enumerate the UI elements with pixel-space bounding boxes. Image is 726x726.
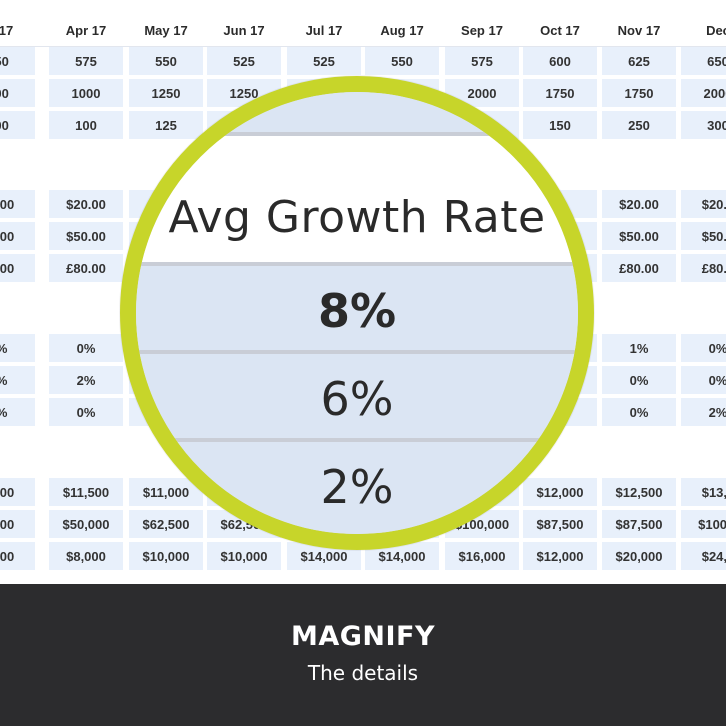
table-cell[interactable]: 3,000 — [0, 542, 35, 572]
magnified-separator — [136, 438, 578, 442]
table-cell[interactable]: $10,000 — [207, 542, 281, 572]
magnified-value-2: 6% — [320, 372, 394, 426]
table-cell[interactable]: 1% — [602, 334, 676, 364]
table-cell[interactable]: 0% — [602, 366, 676, 396]
table-cell[interactable]: 0% — [681, 366, 726, 396]
column-header[interactable]: ar 17 — [0, 15, 36, 45]
table-cell[interactable]: 30.00 — [0, 254, 35, 284]
magnified-header-cell — [136, 136, 578, 262]
column-header[interactable]: May 17 — [128, 15, 204, 45]
table-cell[interactable]: $50,000 — [49, 510, 123, 540]
table-cell[interactable]: 525 — [207, 47, 281, 77]
table-cell[interactable]: 0% — [0, 334, 35, 364]
magnified-view: Avg Growth Rate 8% 6% 2% — [136, 92, 578, 534]
table-cell[interactable]: 550 — [0, 47, 35, 77]
table-cell[interactable]: $24,0 — [681, 542, 726, 572]
caption-title: MAGNIFY — [290, 621, 436, 652]
magnified-separator — [136, 350, 578, 354]
magnified-separator — [136, 262, 578, 266]
table-cell[interactable]: 0% — [49, 398, 123, 428]
table-cell[interactable]: $8,000 — [49, 542, 123, 572]
column-header[interactable]: Apr 17 — [48, 15, 124, 45]
table-cell[interactable]: 000 — [0, 79, 35, 109]
table-cell[interactable]: 550 — [365, 47, 439, 77]
table-cell[interactable]: £80.0 — [681, 254, 726, 284]
table-cell[interactable]: $20.00 — [602, 190, 676, 220]
table-cell[interactable]: 300 — [681, 111, 726, 141]
table-cell[interactable]: $87,500 — [602, 510, 676, 540]
table-cell[interactable]: 2% — [0, 398, 35, 428]
column-header[interactable]: Nov 17 — [601, 15, 677, 45]
column-header[interactable]: Jul 17 — [286, 15, 362, 45]
table-cell[interactable]: 20.00 — [0, 190, 35, 220]
magnified-header-label: Avg Growth Rate — [168, 192, 546, 243]
table-cell[interactable]: 650 — [681, 47, 726, 77]
table-cell[interactable]: 0% — [602, 398, 676, 428]
table-cell[interactable]: 100 — [49, 111, 123, 141]
table-cell[interactable]: $20,000 — [602, 542, 676, 572]
table-cell[interactable]: $20.0 — [681, 190, 726, 220]
table-cell[interactable]: 1000 — [49, 79, 123, 109]
header-divider — [0, 46, 726, 47]
table-cell[interactable]: 525 — [287, 47, 361, 77]
caption-banner: MAGNIFY The details — [0, 584, 726, 726]
table-cell[interactable]: 1,000 — [0, 478, 35, 508]
table-cell[interactable]: 250 — [602, 111, 676, 141]
table-cell[interactable]: $13,0 — [681, 478, 726, 508]
column-header[interactable]: Sep 17 — [444, 15, 520, 45]
table-cell[interactable]: 625 — [602, 47, 676, 77]
magnified-row-1 — [136, 266, 578, 350]
table-cell[interactable]: 2% — [49, 366, 123, 396]
table-cell[interactable]: 2% — [681, 398, 726, 428]
table-cell[interactable]: $50.0 — [681, 222, 726, 252]
table-cell[interactable]: $12,000 — [523, 542, 597, 572]
table-cell[interactable]: $50.00 — [49, 222, 123, 252]
caption-subtitle: The details — [307, 661, 419, 685]
table-cell[interactable]: $11,500 — [49, 478, 123, 508]
table-cell[interactable]: 0% — [681, 334, 726, 364]
table-cell[interactable]: 0,000 — [0, 510, 35, 540]
magnified-separator — [136, 132, 578, 136]
column-header[interactable]: Jun 17 — [206, 15, 282, 45]
table-cell[interactable]: $16,000 — [445, 542, 519, 572]
table-cell[interactable]: £80.00 — [49, 254, 123, 284]
magnified-row-3 — [136, 442, 578, 534]
table-cell[interactable]: 550 — [129, 47, 203, 77]
magnifier-lens: Avg Growth Rate 8% 6% 2% — [120, 76, 594, 550]
table-cell[interactable]: $100,0 — [681, 510, 726, 540]
table-cell[interactable]: $10,000 — [129, 542, 203, 572]
magnified-value-3: 2% — [320, 460, 394, 514]
table-cell[interactable]: $14,000 — [365, 542, 439, 572]
magnified-row-top — [136, 92, 578, 132]
column-header[interactable]: Dec — [680, 15, 726, 45]
table-cell[interactable]: 1750 — [602, 79, 676, 109]
table-cell[interactable]: 575 — [49, 47, 123, 77]
table-cell[interactable]: £80.00 — [602, 254, 676, 284]
table-cell[interactable]: 600 — [523, 47, 597, 77]
table-cell[interactable]: 575 — [445, 47, 519, 77]
column-header[interactable]: Oct 17 — [522, 15, 598, 45]
table-cell[interactable]: 0% — [0, 366, 35, 396]
column-header[interactable]: Aug 17 — [364, 15, 440, 45]
magnified-row-2 — [136, 354, 578, 438]
table-cell[interactable]: 0% — [49, 334, 123, 364]
table-cell[interactable]: $50.00 — [602, 222, 676, 252]
magnified-value-1: 8% — [317, 284, 397, 338]
table-cell[interactable]: 50.00 — [0, 222, 35, 252]
table-cell[interactable]: $20.00 — [49, 190, 123, 220]
table-cell[interactable]: $12,500 — [602, 478, 676, 508]
table-cell[interactable]: 100 — [0, 111, 35, 141]
